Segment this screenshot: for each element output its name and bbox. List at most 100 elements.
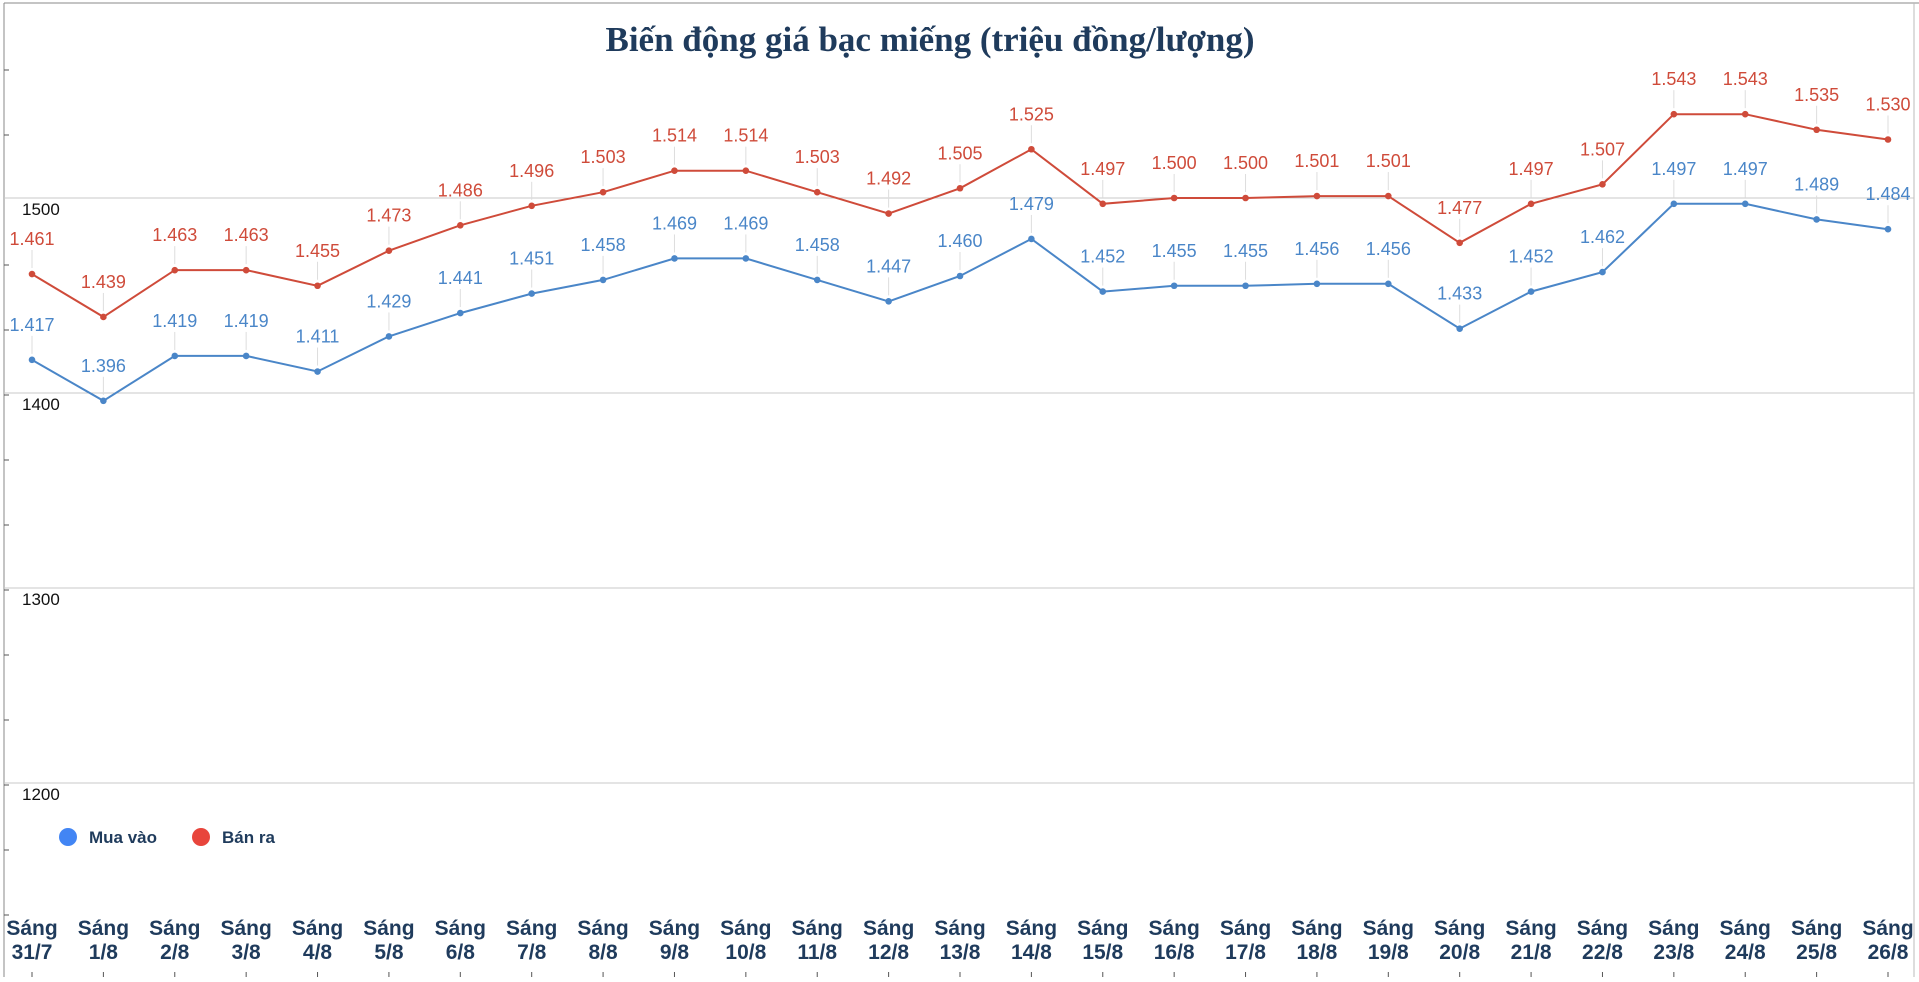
data-label: 1.530	[1865, 95, 1910, 115]
data-label: 1.543	[1723, 69, 1768, 89]
gridlines	[4, 197, 1914, 784]
data-point	[1028, 235, 1035, 243]
data-point	[1884, 136, 1892, 143]
data-label: 1.500	[1223, 153, 1268, 173]
data-point	[1313, 192, 1321, 200]
x-tick-label: Sáng 15/8	[1077, 917, 1128, 964]
x-tick-label: Sáng 2/8	[149, 917, 200, 964]
legend-label: Bán ra	[222, 828, 275, 847]
data-label: 1.496	[509, 161, 554, 181]
data-point	[742, 255, 750, 262]
data-label: 1.497	[1509, 159, 1554, 179]
data-point	[599, 276, 607, 284]
data-point	[314, 368, 321, 375]
data-label: 1.497	[1723, 159, 1768, 179]
data-point	[28, 270, 36, 278]
y-tick-label: 1200	[22, 785, 60, 804]
data-label: 1.441	[438, 268, 483, 288]
data-label: 1.473	[366, 206, 411, 226]
legend-label: Mua vào	[89, 828, 157, 847]
data-point	[1813, 216, 1820, 223]
data-point	[1599, 181, 1606, 188]
data-label: 1.514	[652, 126, 697, 146]
data-label: 1.463	[224, 225, 269, 245]
data-point	[1884, 225, 1892, 233]
data-point	[1456, 325, 1463, 332]
data-point	[885, 210, 892, 217]
data-point	[1099, 200, 1107, 208]
data-point	[742, 167, 750, 174]
data-label: 1.463	[152, 225, 197, 245]
data-label: 1.419	[224, 311, 269, 331]
data-label: 1.469	[723, 213, 768, 233]
data-label: 1.455	[295, 241, 340, 261]
legend-marker	[192, 828, 210, 846]
x-tick-label: Sáng 24/8	[1720, 917, 1771, 964]
data-point	[528, 290, 535, 297]
data-point	[1385, 192, 1392, 200]
x-tick-label: Sáng 13/8	[934, 917, 985, 964]
data-label: 1.456	[1366, 239, 1411, 259]
data-point	[1741, 200, 1749, 208]
data-label: 1.462	[1580, 227, 1625, 247]
data-label: 1.492	[866, 169, 911, 189]
data-label: 1.458	[581, 235, 626, 255]
x-tick-label: Sáng 7/8	[506, 917, 557, 964]
x-tick-label: Sáng 17/8	[1220, 917, 1271, 964]
data-label: 1.497	[1080, 159, 1125, 179]
data-label: 1.503	[795, 147, 840, 167]
data-point	[671, 255, 678, 262]
data-point	[1385, 280, 1392, 288]
data-label: 1.452	[1509, 247, 1554, 267]
data-point	[813, 188, 821, 196]
data-point	[385, 247, 393, 254]
chart-title: Biến động giá bạc miếng (triệu đồng/lượn…	[605, 20, 1254, 59]
data-label: 1.505	[937, 143, 982, 163]
data-label: 1.514	[723, 126, 768, 146]
data-label: 1.469	[652, 213, 697, 233]
data-point	[1170, 282, 1178, 290]
y-tick-label: 1500	[22, 200, 60, 219]
data-label: 1.503	[581, 147, 626, 167]
data-point	[457, 309, 464, 317]
data-label: 1.477	[1437, 198, 1482, 218]
legend: Mua vào Bán ra	[59, 828, 275, 847]
data-label: 1.486	[438, 180, 483, 200]
x-tick-label: Sáng 3/8	[220, 917, 271, 964]
data-label: 1.458	[795, 235, 840, 255]
data-point	[100, 397, 107, 405]
x-tick-label: Sáng 19/8	[1363, 917, 1414, 964]
data-label: 1.543	[1651, 69, 1696, 89]
x-axis-ticks: Sáng 31/7 Sáng 1/8 Sáng 2/8 Sáng 3/8 Sáng 4/8 Sáng…	[6, 917, 1914, 977]
data-point	[1741, 110, 1749, 118]
x-tick-label: Sáng 21/8	[1505, 917, 1556, 964]
data-point	[956, 184, 964, 192]
data-label: 1.447	[866, 256, 911, 276]
data-label: 1.507	[1580, 139, 1625, 159]
data-label: 1.455	[1152, 241, 1197, 261]
x-tick-label: Sáng 25/8	[1791, 917, 1842, 964]
data-label: 1.455	[1223, 241, 1268, 261]
x-tick-label: Sáng 22/8	[1577, 917, 1628, 964]
data-point	[671, 167, 678, 174]
data-point	[1242, 194, 1249, 202]
data-label: 1.452	[1080, 247, 1125, 267]
x-tick-label: Sáng 20/8	[1434, 917, 1485, 964]
data-labels: 1.417 1.396 1.419 1.419 1.411 1.429 1.441 1.451…	[9, 69, 1911, 395]
x-tick-label: Sáng 16/8	[1148, 917, 1199, 964]
data-point	[1028, 145, 1035, 153]
data-point	[242, 266, 250, 274]
data-label: 1.535	[1794, 85, 1839, 105]
data-point	[385, 333, 393, 340]
data-point	[457, 222, 464, 229]
data-point	[242, 352, 250, 360]
data-point	[171, 352, 179, 360]
data-point	[28, 356, 36, 364]
data-point	[885, 298, 892, 305]
y-axis-ticks: 1200 1300 1400 1500	[22, 200, 60, 804]
x-tick-label: Sáng 1/8	[78, 917, 129, 964]
data-point	[1313, 280, 1321, 288]
data-label: 1.396	[81, 356, 126, 376]
